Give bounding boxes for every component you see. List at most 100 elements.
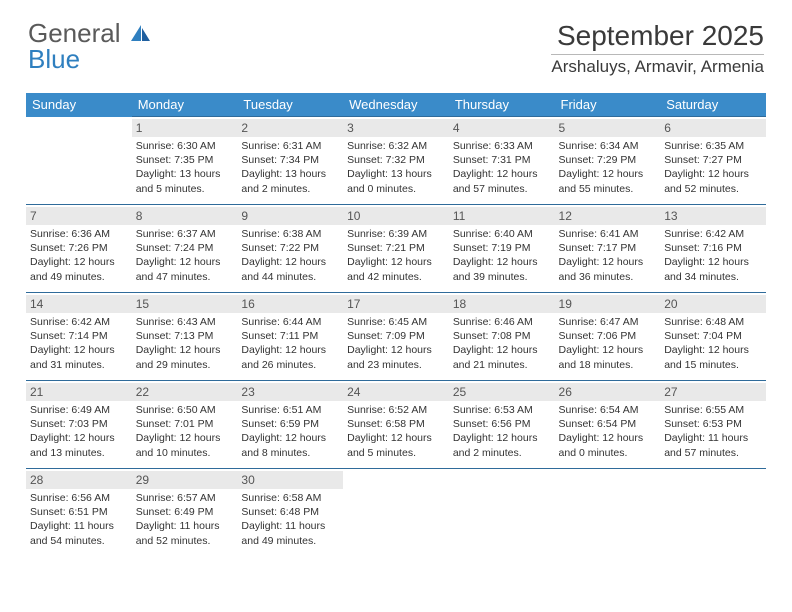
calendar-cell: 18 Sunrise: 6:46 AMSunset: 7:08 PMDayligh… xyxy=(449,293,555,381)
calendar-cell: 5 Sunrise: 6:34 AMSunset: 7:29 PMDaylight… xyxy=(555,117,661,205)
calendar-cell: 1 Sunrise: 6:30 AMSunset: 7:35 PMDaylight… xyxy=(132,117,238,205)
day-number: 17 xyxy=(343,295,449,313)
calendar-cell: 29 Sunrise: 6:57 AMSunset: 6:49 PMDayligh… xyxy=(132,469,238,557)
day-number: 16 xyxy=(237,295,343,313)
calendar-cell: 26 Sunrise: 6:54 AMSunset: 6:54 PMDayligh… xyxy=(555,381,661,469)
day-number: 14 xyxy=(26,295,132,313)
calendar-cell: 12 Sunrise: 6:41 AMSunset: 7:17 PMDayligh… xyxy=(555,205,661,293)
day-info: Sunrise: 6:41 AMSunset: 7:17 PMDaylight:… xyxy=(559,227,657,284)
calendar-cell: 10 Sunrise: 6:39 AMSunset: 7:21 PMDayligh… xyxy=(343,205,449,293)
day-info: Sunrise: 6:52 AMSunset: 6:58 PMDaylight:… xyxy=(347,403,445,460)
day-number: 2 xyxy=(237,119,343,137)
day-info: Sunrise: 6:51 AMSunset: 6:59 PMDaylight:… xyxy=(241,403,339,460)
day-number: 5 xyxy=(555,119,661,137)
day-info: Sunrise: 6:32 AMSunset: 7:32 PMDaylight:… xyxy=(347,139,445,196)
location-text: Arshaluys, Armavir, Armenia xyxy=(551,57,764,77)
day-info: Sunrise: 6:42 AMSunset: 7:14 PMDaylight:… xyxy=(30,315,128,372)
day-info: Sunrise: 6:31 AMSunset: 7:34 PMDaylight:… xyxy=(241,139,339,196)
calendar-cell: 24 Sunrise: 6:52 AMSunset: 6:58 PMDayligh… xyxy=(343,381,449,469)
day-number: 12 xyxy=(555,207,661,225)
calendar-cell xyxy=(449,469,555,557)
calendar-cell: 21 Sunrise: 6:49 AMSunset: 7:03 PMDayligh… xyxy=(26,381,132,469)
day-number: 19 xyxy=(555,295,661,313)
day-info: Sunrise: 6:39 AMSunset: 7:21 PMDaylight:… xyxy=(347,227,445,284)
day-info: Sunrise: 6:54 AMSunset: 6:54 PMDaylight:… xyxy=(559,403,657,460)
calendar-header-row: SundayMondayTuesdayWednesdayThursdayFrid… xyxy=(26,93,766,117)
calendar-cell: 7 Sunrise: 6:36 AMSunset: 7:26 PMDaylight… xyxy=(26,205,132,293)
day-info: Sunrise: 6:55 AMSunset: 6:53 PMDaylight:… xyxy=(664,403,762,460)
day-number: 23 xyxy=(237,383,343,401)
day-info: Sunrise: 6:42 AMSunset: 7:16 PMDaylight:… xyxy=(664,227,762,284)
day-info: Sunrise: 6:40 AMSunset: 7:19 PMDaylight:… xyxy=(453,227,551,284)
calendar-cell: 23 Sunrise: 6:51 AMSunset: 6:59 PMDayligh… xyxy=(237,381,343,469)
calendar-cell: 6Sunrise: 6:35 AMSunset: 7:27 PMDaylight… xyxy=(660,117,766,205)
day-info: Sunrise: 6:56 AMSunset: 6:51 PMDaylight:… xyxy=(30,491,128,548)
day-info: Sunrise: 6:53 AMSunset: 6:56 PMDaylight:… xyxy=(453,403,551,460)
day-info: Sunrise: 6:57 AMSunset: 6:49 PMDaylight:… xyxy=(136,491,234,548)
day-number: 8 xyxy=(132,207,238,225)
calendar-cell xyxy=(660,469,766,557)
day-info: Sunrise: 6:47 AMSunset: 7:06 PMDaylight:… xyxy=(559,315,657,372)
calendar-table: SundayMondayTuesdayWednesdayThursdayFrid… xyxy=(26,93,766,557)
calendar-cell: 4 Sunrise: 6:33 AMSunset: 7:31 PMDaylight… xyxy=(449,117,555,205)
calendar-cell: 17 Sunrise: 6:45 AMSunset: 7:09 PMDayligh… xyxy=(343,293,449,381)
calendar-cell: 3 Sunrise: 6:32 AMSunset: 7:32 PMDaylight… xyxy=(343,117,449,205)
title-block: September 2025 Arshaluys, Armavir, Armen… xyxy=(551,20,764,77)
day-info: Sunrise: 6:34 AMSunset: 7:29 PMDaylight:… xyxy=(559,139,657,196)
day-info: Sunrise: 6:50 AMSunset: 7:01 PMDaylight:… xyxy=(136,403,234,460)
day-number: 3 xyxy=(343,119,449,137)
day-info: Sunrise: 6:48 AMSunset: 7:04 PMDaylight:… xyxy=(664,315,762,372)
calendar-cell xyxy=(343,469,449,557)
day-info: Sunrise: 6:35 AMSunset: 7:27 PMDaylight:… xyxy=(664,139,762,196)
day-number: 13 xyxy=(660,207,766,225)
calendar-cell: 25 Sunrise: 6:53 AMSunset: 6:56 PMDayligh… xyxy=(449,381,555,469)
day-number: 27 xyxy=(660,383,766,401)
calendar-cell: 9 Sunrise: 6:38 AMSunset: 7:22 PMDaylight… xyxy=(237,205,343,293)
weekday-header: Wednesday xyxy=(343,93,449,117)
calendar-cell: 15Sunrise: 6:43 AMSunset: 7:13 PMDayligh… xyxy=(132,293,238,381)
day-info: Sunrise: 6:46 AMSunset: 7:08 PMDaylight:… xyxy=(453,315,551,372)
day-info: Sunrise: 6:58 AMSunset: 6:48 PMDaylight:… xyxy=(241,491,339,548)
day-number: 26 xyxy=(555,383,661,401)
day-number: 28 xyxy=(26,471,132,489)
day-number: 1 xyxy=(132,119,238,137)
day-number: 29 xyxy=(132,471,238,489)
day-info: Sunrise: 6:33 AMSunset: 7:31 PMDaylight:… xyxy=(453,139,551,196)
calendar-cell: 8Sunrise: 6:37 AMSunset: 7:24 PMDaylight… xyxy=(132,205,238,293)
day-info: Sunrise: 6:45 AMSunset: 7:09 PMDaylight:… xyxy=(347,315,445,372)
day-number: 24 xyxy=(343,383,449,401)
logo-text-bottom: Blue xyxy=(28,44,80,74)
day-info: Sunrise: 6:36 AMSunset: 7:26 PMDaylight:… xyxy=(30,227,128,284)
day-info: Sunrise: 6:49 AMSunset: 7:03 PMDaylight:… xyxy=(30,403,128,460)
day-number: 20 xyxy=(660,295,766,313)
day-number: 22 xyxy=(132,383,238,401)
day-number: 30 xyxy=(237,471,343,489)
day-number: 21 xyxy=(26,383,132,401)
weekday-header: Saturday xyxy=(660,93,766,117)
calendar-cell xyxy=(555,469,661,557)
calendar-cell: 16 Sunrise: 6:44 AMSunset: 7:11 PMDayligh… xyxy=(237,293,343,381)
day-number: 18 xyxy=(449,295,555,313)
day-number: 7 xyxy=(26,207,132,225)
calendar-cell: 30 Sunrise: 6:58 AMSunset: 6:48 PMDayligh… xyxy=(237,469,343,557)
weekday-header: Thursday xyxy=(449,93,555,117)
day-info: Sunrise: 6:44 AMSunset: 7:11 PMDaylight:… xyxy=(241,315,339,372)
calendar-cell: 27 Sunrise: 6:55 AMSunset: 6:53 PMDayligh… xyxy=(660,381,766,469)
weekday-header: Sunday xyxy=(26,93,132,117)
day-info: Sunrise: 6:30 AMSunset: 7:35 PMDaylight:… xyxy=(136,139,234,196)
calendar-cell: 11Sunrise: 6:40 AMSunset: 7:19 PMDayligh… xyxy=(449,205,555,293)
day-number: 4 xyxy=(449,119,555,137)
day-info: Sunrise: 6:43 AMSunset: 7:13 PMDaylight:… xyxy=(136,315,234,372)
calendar-cell: 13 Sunrise: 6:42 AMSunset: 7:16 PMDayligh… xyxy=(660,205,766,293)
day-number: 10 xyxy=(343,207,449,225)
day-number: 25 xyxy=(449,383,555,401)
calendar-cell: 22 Sunrise: 6:50 AMSunset: 7:01 PMDayligh… xyxy=(132,381,238,469)
weekday-header: Friday xyxy=(555,93,661,117)
day-info: Sunrise: 6:38 AMSunset: 7:22 PMDaylight:… xyxy=(241,227,339,284)
weekday-header: Monday xyxy=(132,93,238,117)
page-title: September 2025 xyxy=(551,20,764,55)
weekday-header: Tuesday xyxy=(237,93,343,117)
sail-icon xyxy=(130,24,152,42)
day-number: 9 xyxy=(237,207,343,225)
calendar-cell: 19 Sunrise: 6:47 AMSunset: 7:06 PMDayligh… xyxy=(555,293,661,381)
